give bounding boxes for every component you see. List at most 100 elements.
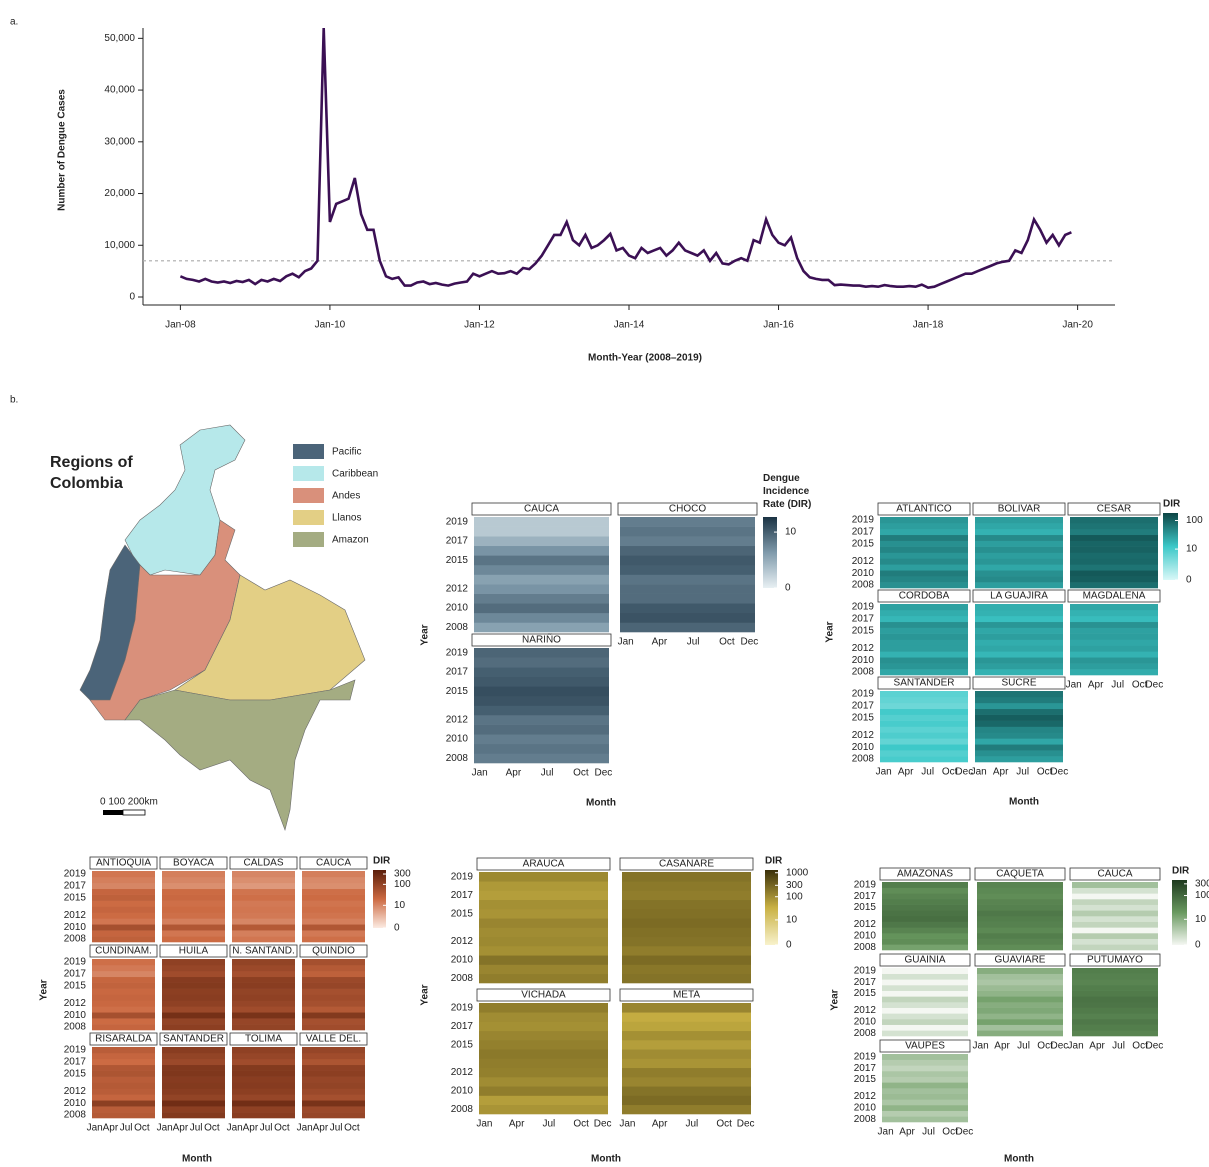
heat-cell [622, 1040, 751, 1050]
colorbar-tick-label: 300 [786, 880, 803, 891]
heat-cell [622, 1021, 751, 1032]
heat-cell [975, 732, 1063, 739]
heat-cell [977, 968, 1063, 974]
x-axis-title: Month-Year (2008–2019) [588, 353, 702, 364]
y-tick-label: 2019 [451, 871, 474, 882]
facet-strip [299, 944, 368, 958]
y-tick-label: 2017 [854, 977, 877, 988]
heat-cell [880, 552, 968, 559]
heat-cell [232, 1047, 295, 1054]
facet-label: CESAR [1097, 504, 1131, 515]
facet-label: RISARALDA [95, 1034, 152, 1045]
facet-label: VICHADA [521, 990, 566, 1001]
x-tick-label: Dec [737, 1119, 755, 1130]
x-tick-label: Jul [120, 1123, 133, 1134]
x-tick-label: Jan [973, 1041, 989, 1052]
heat-cell [474, 695, 609, 706]
legend-swatch [293, 488, 324, 503]
facet-strip [974, 953, 1066, 967]
y-tick-label: 2017 [64, 1056, 87, 1067]
heat-cell [1072, 968, 1158, 974]
panel-label: b. [10, 395, 18, 406]
heat-cell [880, 522, 968, 530]
facet-strip [159, 944, 228, 958]
heat-cell [302, 900, 365, 907]
heat-cell [975, 657, 1063, 664]
facet-label: BOLIVAR [998, 504, 1041, 515]
heat-cell [882, 990, 968, 997]
heat-cell [479, 1086, 608, 1096]
heat-cell [232, 912, 295, 919]
heat-cell [975, 621, 1063, 628]
heat-cell [92, 1088, 155, 1095]
heat-cell [1072, 916, 1158, 922]
heat-cell [1072, 1030, 1158, 1037]
y-axis-title: Year [420, 624, 431, 645]
heat-cell [474, 753, 609, 764]
heat-cell [479, 1058, 608, 1069]
colorbar-tick-label: 10 [1195, 914, 1207, 925]
x-axis-title: Month [182, 1154, 212, 1165]
wrapped-text: Dengue Incidence Rate (DIR) [763, 473, 812, 510]
y-tick-label: 2010 [451, 955, 474, 966]
heat-cell [302, 930, 365, 937]
y-tick-label: 2008 [854, 942, 877, 953]
facet-label: QUINDIO [312, 946, 355, 957]
heat-cell [880, 540, 968, 547]
y-axis-title: Year [830, 989, 841, 1010]
heat-cell [880, 627, 968, 634]
heat-cell [92, 871, 155, 878]
heat-cell [880, 645, 968, 652]
y-tick-label: 2015 [64, 892, 87, 903]
heat-cell [162, 1088, 225, 1095]
x-tick-label: Jul [542, 1119, 555, 1130]
colorbar-tick-label: 10 [785, 527, 797, 538]
heat-cell [880, 604, 968, 611]
heat-cell [880, 615, 968, 623]
facet-strip [471, 633, 612, 647]
x-tick-label: Jul [330, 1123, 343, 1134]
heat-cell [977, 910, 1063, 917]
heat-cell [232, 964, 295, 972]
y-tick-label: 2017 [64, 968, 87, 979]
facet-strip [617, 502, 758, 516]
heat-cell [92, 1018, 155, 1025]
heat-cell [479, 909, 608, 919]
heat-cell [479, 927, 608, 938]
heat-cell [622, 881, 751, 891]
heat-cell [880, 714, 968, 721]
heat-cell [880, 534, 968, 541]
y-tick-label: 2019 [446, 647, 469, 658]
heat-cell [975, 604, 1063, 611]
heat-cell [882, 1065, 968, 1072]
facet-strip [877, 589, 971, 603]
y-axis-title: Number of Dengue Cases [57, 89, 68, 211]
heat-cell [302, 994, 365, 1001]
y-tick-label: 2010 [854, 930, 877, 941]
heat-cell [92, 1012, 155, 1019]
heat-cell [302, 906, 365, 913]
heat-cell [880, 633, 968, 640]
legend-swatch [293, 444, 324, 459]
y-tick-label: 2010 [852, 568, 875, 579]
heat-cell [92, 924, 155, 931]
heat-cell [622, 890, 751, 901]
facet-label: CAUCA [316, 858, 351, 869]
heat-cell [880, 738, 968, 745]
heat-cell [977, 1013, 1063, 1020]
heat-cell [302, 970, 365, 978]
heat-cell [302, 1052, 365, 1060]
heat-cell [975, 750, 1063, 757]
x-tick-label: Dec [955, 767, 973, 778]
heat-cell [479, 1077, 608, 1087]
heat-cell [162, 930, 225, 937]
y-tick-label: 2012 [451, 1067, 474, 1078]
heat-cell [92, 959, 155, 966]
y-tick-label: 2019 [64, 869, 87, 880]
heat-cell [302, 1106, 365, 1113]
heat-cell [92, 970, 155, 978]
heat-cell [1072, 1002, 1158, 1008]
heat-cell [479, 936, 608, 947]
heat-cell [479, 1040, 608, 1050]
x-tick-label: Apr [1089, 1041, 1105, 1052]
